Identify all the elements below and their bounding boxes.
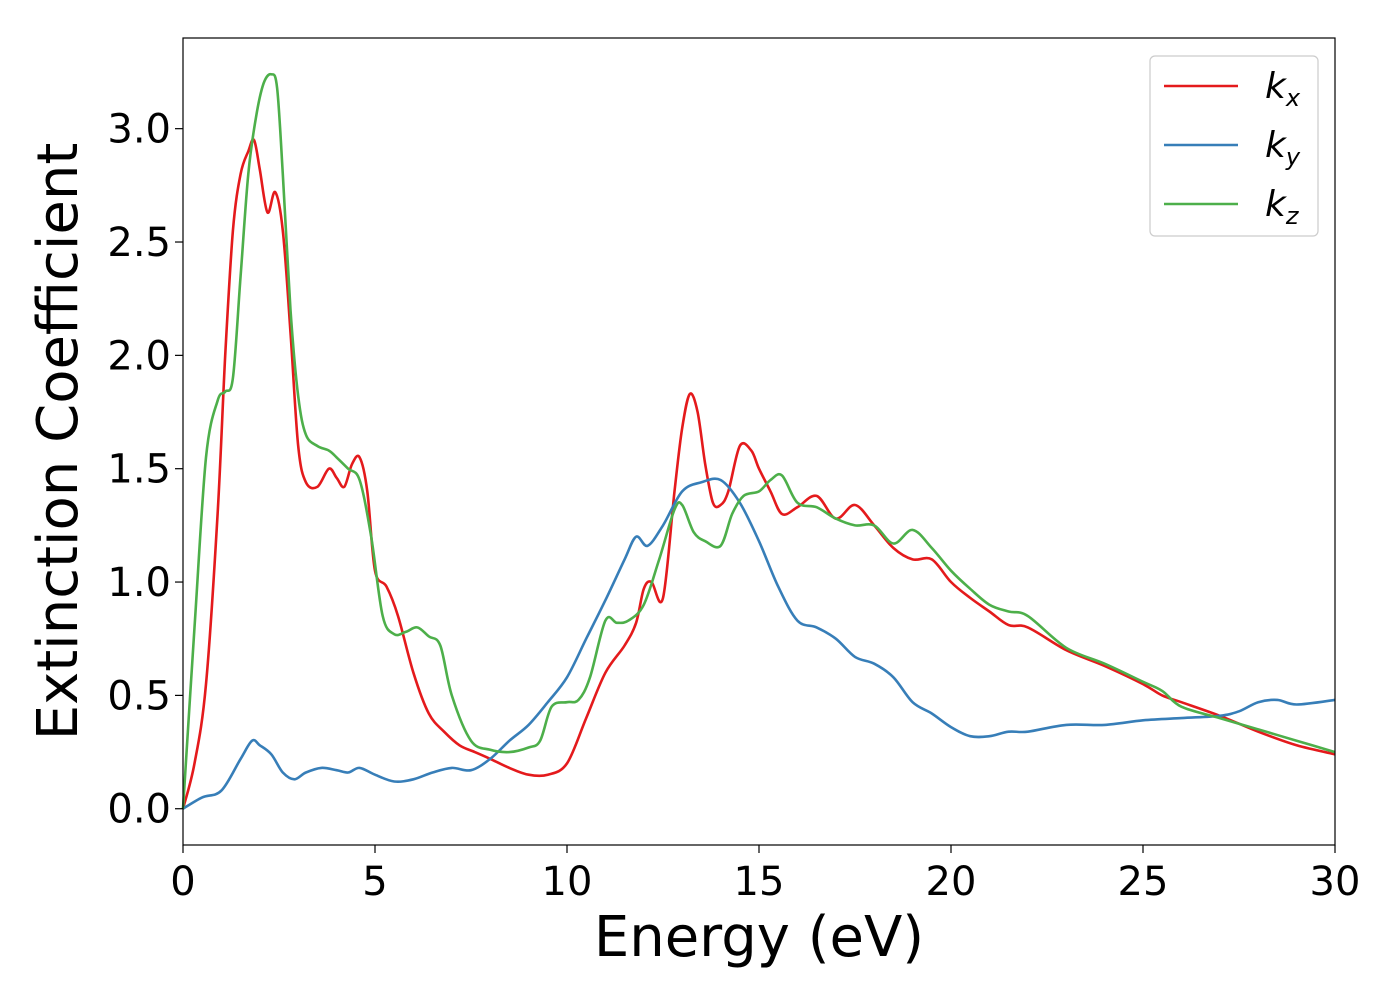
legend: kx ky kz xyxy=(1149,55,1319,237)
x-tick-label: 25 xyxy=(1118,859,1169,905)
series-line-y xyxy=(182,477,1336,810)
y-tick-label: 2.5 xyxy=(107,220,171,266)
x-axis-label: Energy (eV) xyxy=(594,905,924,970)
y-tick-label: 2.0 xyxy=(107,333,171,379)
y-tick-label: 1.5 xyxy=(107,447,171,493)
x-tick-label: 15 xyxy=(734,859,785,905)
x-tick-label: 5 xyxy=(362,859,387,905)
x-tick-label: 10 xyxy=(542,859,593,905)
x-axis-ticks: 0 5 10 15 20 25 30 xyxy=(170,845,1360,905)
legend-label-y: ky xyxy=(1265,125,1301,171)
x-tick-label: 30 xyxy=(1310,859,1361,905)
y-axis-label: Extinction Coefficient xyxy=(26,143,91,741)
y-tick-label: 0.0 xyxy=(107,787,171,833)
series-line-z xyxy=(181,72,1336,809)
series-lines xyxy=(181,72,1336,810)
y-tick-label: 1.0 xyxy=(107,560,171,606)
legend-label-z: kz xyxy=(1265,184,1300,230)
series-line-x xyxy=(181,138,1336,810)
y-axis-ticks: 0.0 0.5 1.0 1.5 2.0 2.5 3.0 xyxy=(107,107,183,833)
legend-label-x: kx xyxy=(1265,66,1301,112)
x-tick-label: 20 xyxy=(926,859,977,905)
x-tick-label: 0 xyxy=(170,859,195,905)
y-tick-label: 0.5 xyxy=(107,673,171,719)
y-tick-label: 3.0 xyxy=(107,107,171,153)
